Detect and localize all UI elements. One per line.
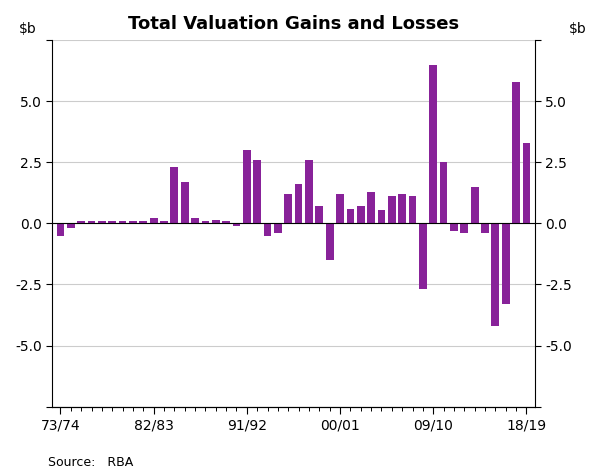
- Bar: [460, 223, 468, 233]
- Bar: [491, 223, 499, 326]
- Bar: [450, 223, 458, 231]
- Title: Total Valuation Gains and Losses: Total Valuation Gains and Losses: [128, 15, 459, 33]
- Bar: [430, 65, 437, 223]
- Bar: [347, 209, 354, 223]
- Bar: [512, 81, 520, 223]
- Bar: [56, 223, 64, 236]
- Bar: [67, 223, 74, 228]
- Bar: [150, 219, 158, 223]
- Bar: [170, 167, 178, 223]
- Bar: [316, 206, 323, 223]
- Bar: [253, 160, 261, 223]
- Bar: [160, 221, 168, 223]
- Bar: [419, 223, 427, 289]
- Bar: [471, 187, 479, 223]
- Bar: [502, 223, 509, 304]
- Bar: [481, 223, 489, 233]
- Bar: [409, 196, 416, 223]
- Bar: [191, 219, 199, 223]
- Bar: [222, 221, 230, 223]
- Bar: [336, 194, 344, 223]
- Bar: [233, 223, 241, 226]
- Bar: [77, 221, 85, 223]
- Bar: [398, 194, 406, 223]
- Text: $b: $b: [19, 23, 36, 36]
- Bar: [305, 160, 313, 223]
- Bar: [295, 184, 302, 223]
- Bar: [129, 221, 137, 223]
- Bar: [181, 182, 188, 223]
- Bar: [274, 223, 282, 233]
- Bar: [367, 192, 375, 223]
- Bar: [88, 221, 95, 223]
- Text: $b: $b: [568, 23, 586, 36]
- Bar: [139, 221, 147, 223]
- Bar: [212, 219, 220, 223]
- Bar: [523, 143, 530, 223]
- Bar: [357, 206, 365, 223]
- Bar: [440, 162, 448, 223]
- Bar: [119, 221, 127, 223]
- Bar: [388, 196, 395, 223]
- Bar: [109, 221, 116, 223]
- Bar: [284, 194, 292, 223]
- Bar: [202, 221, 209, 223]
- Text: Source:   RBA: Source: RBA: [48, 456, 133, 469]
- Bar: [98, 221, 106, 223]
- Bar: [326, 223, 334, 260]
- Bar: [243, 150, 251, 223]
- Bar: [263, 223, 271, 236]
- Bar: [377, 210, 385, 223]
